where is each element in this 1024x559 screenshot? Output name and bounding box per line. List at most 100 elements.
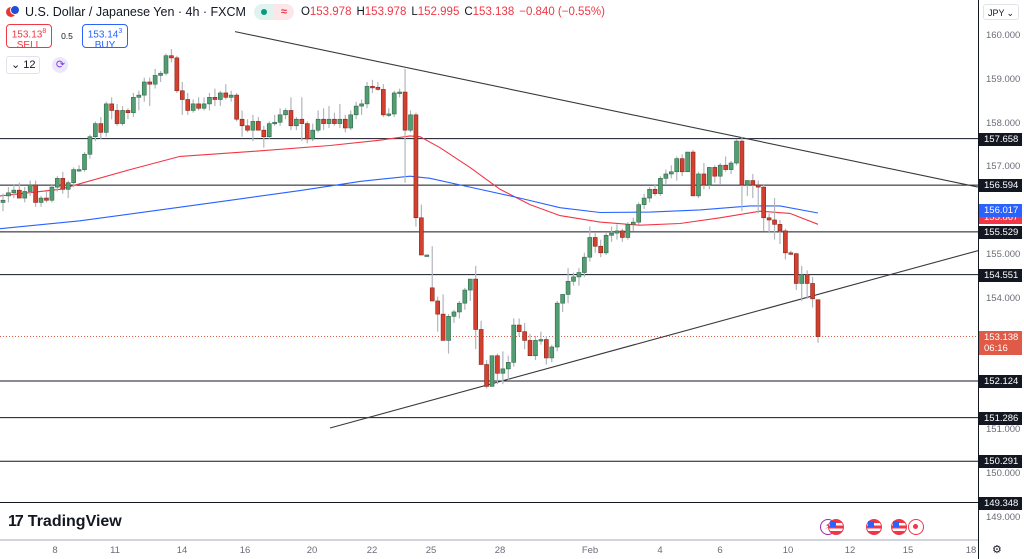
market-status-pill[interactable]: ≈ <box>253 4 294 20</box>
candle-body <box>27 184 33 192</box>
us-event-flag-icon[interactable] <box>828 519 844 535</box>
us-event-flag-icon[interactable] <box>866 519 882 535</box>
candle-body <box>359 103 364 107</box>
candle-body <box>152 75 158 85</box>
time-tick-label: 16 <box>239 545 251 556</box>
currency-select[interactable]: JPY ⌄ <box>983 4 1019 20</box>
candle-body <box>620 230 625 238</box>
candle-body <box>310 129 316 140</box>
candle-body <box>103 103 109 133</box>
candle-body <box>424 254 430 257</box>
candle-body <box>71 169 76 184</box>
candle-body <box>266 123 272 138</box>
price-tick-label: 151.000 <box>986 424 1021 436</box>
candle-body <box>190 103 196 111</box>
candle-body <box>658 178 663 194</box>
candle-body <box>783 230 788 254</box>
candle-body <box>408 114 413 131</box>
candle-body <box>304 123 310 140</box>
candle-body <box>65 182 71 190</box>
candle-body <box>136 94 142 98</box>
tradingview-logo[interactable]: 17 TradingView <box>8 513 122 530</box>
level-price-label: 152.124 <box>979 374 1022 388</box>
time-axis[interactable]: 8 11 14 16 20 22 25 28 Feb 4 6 10 12 15 18 <box>0 539 978 559</box>
sell-button[interactable]: 153.138 SELL <box>6 24 52 51</box>
candle-body <box>647 189 652 199</box>
descending-resistance-trendline[interactable] <box>234 31 978 188</box>
candle-body <box>212 97 218 100</box>
moving-average-line[interactable] <box>0 135 819 226</box>
us-event-flag-icon[interactable] <box>891 519 907 535</box>
candle-body <box>169 55 174 59</box>
candle-body <box>196 103 201 109</box>
close-value: 153.138 <box>472 6 515 18</box>
candle-body <box>533 340 538 357</box>
candle-body <box>93 123 98 138</box>
settings-gear-icon[interactable]: ⚙ <box>992 544 1002 556</box>
candle-body <box>332 118 337 124</box>
candle-body <box>679 158 685 173</box>
level-price-label: 150.291 <box>979 455 1022 469</box>
ma-price-label: 156.017 <box>979 204 1022 218</box>
time-tick-label: 11 <box>110 545 120 556</box>
price-tick-label: 154.000 <box>986 292 1021 304</box>
tradingview-mark-icon: 17 <box>8 513 24 530</box>
candle-body <box>685 151 690 173</box>
candle-body <box>473 278 479 330</box>
candle-body <box>755 184 761 188</box>
time-tick-label: 15 <box>902 545 914 556</box>
candle-body <box>810 283 815 300</box>
level-price-label: 156.594 <box>979 179 1022 193</box>
current-price-value: 153.138 <box>984 331 1019 343</box>
candle-body <box>342 118 348 129</box>
refresh-icon[interactable]: ⟳ <box>52 57 69 73</box>
candle-body <box>734 140 739 164</box>
price-tick-label: 159.000 <box>986 73 1021 85</box>
indicators-collapse-button[interactable]: ⌄ 12 <box>6 56 41 74</box>
candle-body <box>397 91 402 94</box>
candle-body <box>549 346 555 359</box>
candle-body <box>288 110 294 127</box>
candle-body <box>467 278 473 291</box>
candle-body <box>33 184 38 203</box>
candle-body <box>799 274 805 284</box>
candle-body <box>201 103 207 109</box>
candle-body <box>462 289 468 304</box>
candle-body <box>413 114 419 219</box>
candle-body <box>815 299 821 337</box>
symbol-title[interactable]: U.S. Dollar / Japanese Yen · 4h · FXCM <box>25 5 246 19</box>
trade-panel: 153.138 SELL 0.5 153.143 BUY <box>6 24 128 51</box>
time-tick-label: 12 <box>844 545 856 556</box>
candle-body <box>76 169 82 172</box>
candle-body <box>375 86 381 90</box>
candle-body <box>446 316 451 341</box>
candle-body <box>326 118 332 124</box>
ascending-support-trendline[interactable] <box>329 250 978 429</box>
candle-body <box>348 114 354 129</box>
candle-body <box>598 245 603 254</box>
candle-body <box>294 118 299 127</box>
candle-body <box>11 189 17 194</box>
candle-body <box>576 272 582 278</box>
open-value: 153.978 <box>309 6 352 18</box>
candle-body <box>141 81 147 96</box>
candle-body <box>511 324 517 363</box>
candle-body <box>239 118 245 127</box>
candle-body <box>402 91 408 131</box>
candle-body <box>793 253 799 284</box>
jp-event-flag-icon[interactable] <box>908 519 924 535</box>
moving-average-line[interactable] <box>0 175 819 230</box>
candle-body <box>44 197 49 201</box>
current-price-label: 153.138 06:16 <box>979 330 1022 355</box>
candle-body <box>766 217 772 221</box>
buy-button[interactable]: 153.143 BUY <box>82 24 128 51</box>
price-chart[interactable] <box>0 0 978 539</box>
candle-body <box>109 103 114 111</box>
time-tick-label: 28 <box>494 545 506 556</box>
candle-body <box>261 129 267 138</box>
candle-body <box>745 180 750 186</box>
level-price-label: 154.551 <box>979 268 1022 282</box>
candle-body <box>484 364 489 387</box>
time-tick-label: 25 <box>425 545 437 556</box>
candle-body <box>353 105 359 116</box>
